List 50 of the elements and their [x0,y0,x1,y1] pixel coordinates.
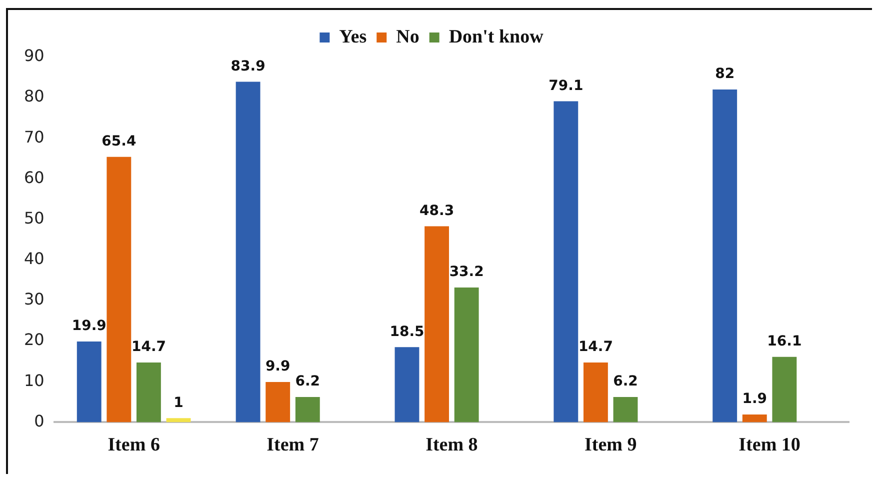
y-tick-label: 10 [24,370,44,390]
data-label: 14.7 [131,339,166,356]
data-label: 83.9 [230,58,266,74]
data-label: 18.5 [390,324,424,340]
data-label: 1.9 [742,391,768,408]
x-tick-label: Item 9 [584,434,637,456]
bar [554,101,578,422]
legend-label: Don't know [448,26,544,48]
y-tick-label: 90 [24,46,44,66]
y-tick-label: 20 [24,330,44,350]
data-label: 48.3 [420,202,454,219]
bar [266,382,290,422]
y-tick-label: 0 [34,411,44,430]
bar [76,341,102,422]
legend-label: No [396,26,420,48]
y-tick-label: 30 [24,290,44,309]
y-tick-label: 50 [24,208,44,228]
bar [236,82,260,422]
bar [295,397,320,422]
data-label: 79.1 [548,78,584,94]
data-label: 33.2 [449,264,484,280]
x-tick-label: Item 10 [738,434,800,456]
bar [454,287,479,422]
data-label: 82 [715,66,735,82]
y-tick-label: 60 [24,168,44,187]
bar [583,362,608,422]
bar [166,418,191,422]
data-label: 16.1 [767,334,802,350]
bar [424,226,449,422]
bar [136,362,161,422]
data-label: 6.2 [295,374,320,390]
data-label: 1 [174,394,184,411]
bar [394,347,420,422]
data-label: 19.9 [72,318,106,334]
data-label: 14.7 [578,339,613,356]
bar [742,414,767,422]
data-label: 9.9 [265,358,290,375]
x-tick-label: Item 8 [426,434,478,456]
bar [712,89,738,422]
bar [613,397,638,422]
bar [106,156,132,422]
y-tick-label: 70 [24,127,44,146]
y-tick-label: 40 [24,249,44,268]
x-tick-label: Item 6 [108,434,160,456]
y-tick-label: 80 [24,86,44,106]
data-label: 6.2 [613,374,638,390]
data-label: 65.4 [102,133,136,150]
x-tick-label: Item 7 [266,434,320,456]
bar [772,356,797,422]
legend-label: Yes [339,26,367,48]
